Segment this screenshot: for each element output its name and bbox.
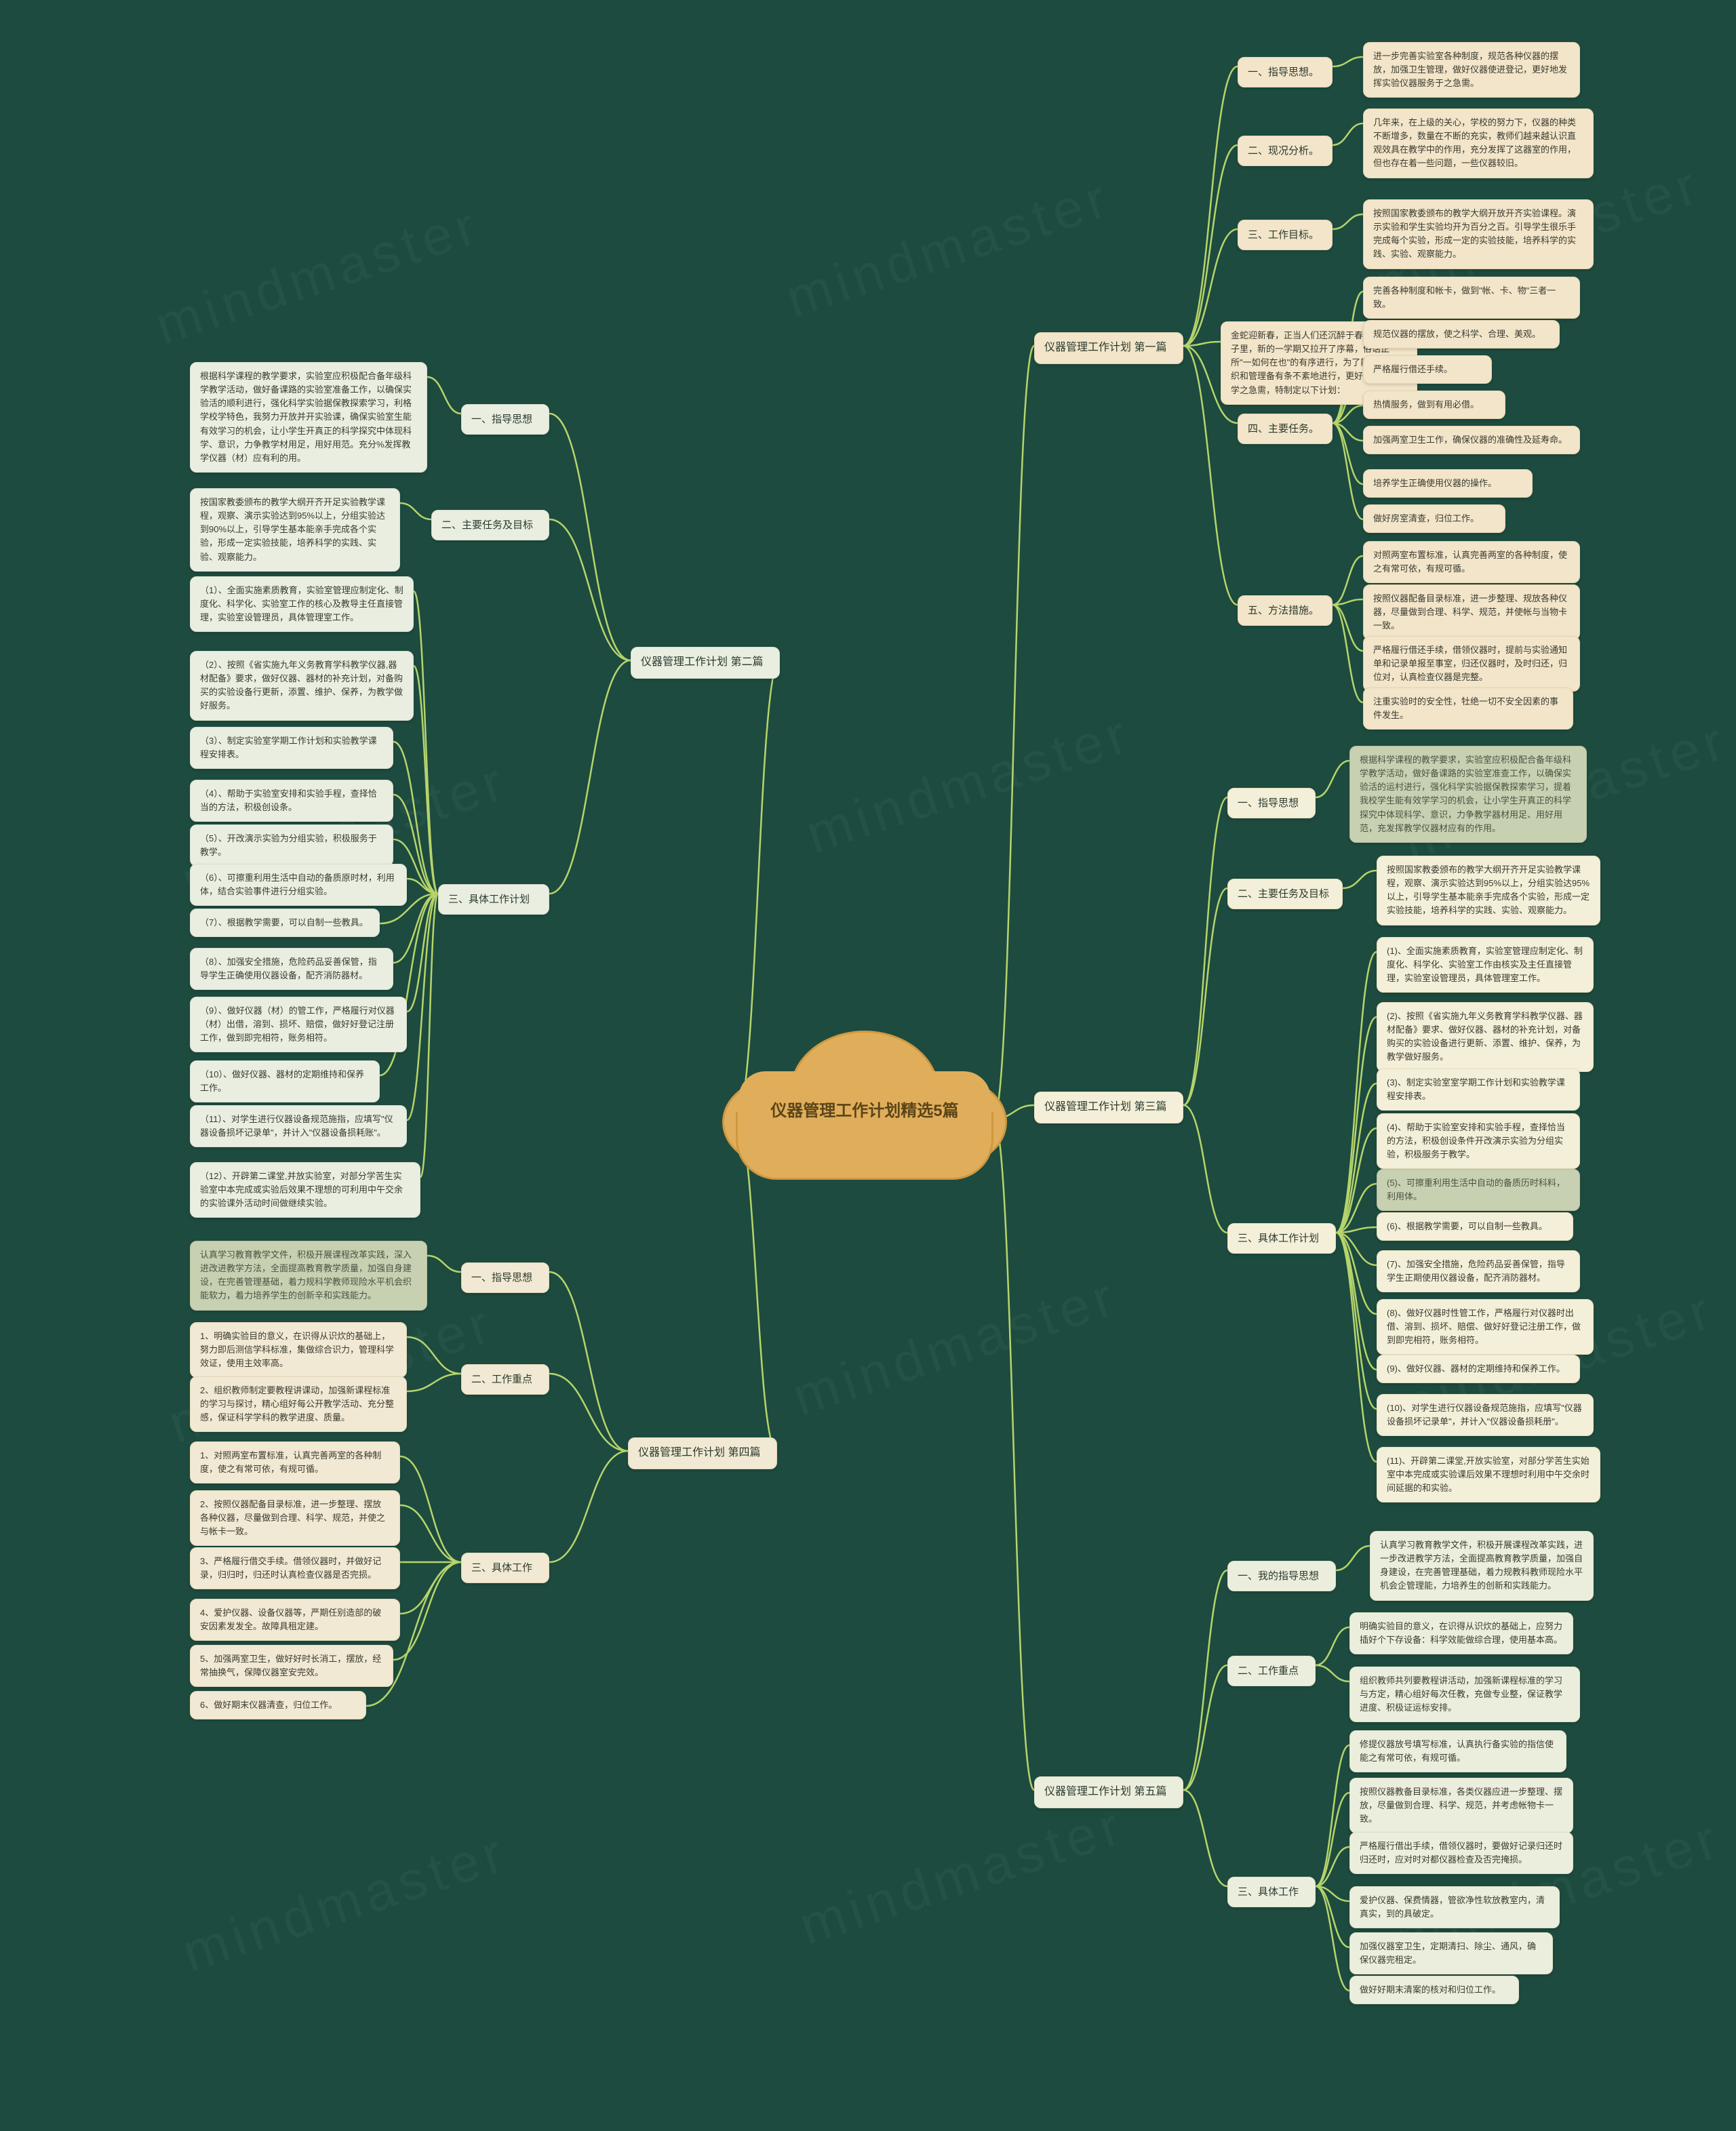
section-node[interactable]: 一、指导思想 (1227, 788, 1316, 818)
branch-b5[interactable]: 仪器管理工作计划 第五篇 (1034, 1776, 1183, 1808)
leaf-node[interactable]: 爱护仪器、保费情器，管欲净性软放教室内，清真实，到的具破定。 (1349, 1886, 1560, 1928)
leaf-node[interactable]: (2)、按照《省实施九年义务教育学科教学仪器、器材配备》要求、做好仪器、器材的补… (1377, 1002, 1594, 1072)
section-node[interactable]: 二、现况分析。 (1238, 136, 1333, 166)
leaf-node[interactable]: 几年来，在上级的关心，学校的努力下，仪器的种类不断增多，数量在不断的充实，教师们… (1363, 108, 1594, 178)
section-node[interactable]: 五、方法措施。 (1238, 595, 1333, 626)
leaf-node[interactable]: 加强仪器室卫生，定期清扫、除尘、通风，确保仪器完租定。 (1349, 1932, 1553, 1974)
leaf-node[interactable]: 根据科学课程的教学要求，实验室应积极配合备年级科学教学活动，做好备课路的实验室准… (190, 362, 427, 473)
leaf-node[interactable]: （11）、对学生进行仪器设备规范施指，应填写"仪器设备损坏记录单"，并计入"仪器… (190, 1105, 407, 1147)
section-node[interactable]: 一、指导思想 (461, 1262, 549, 1293)
leaf-node[interactable]: 严格履行借出手续，借领仪器时，要做好记录归还时归还时，应对时对都仪器检查及否完掩… (1349, 1832, 1573, 1874)
watermark: mindmaster (148, 193, 488, 357)
section-node[interactable]: 三、具体工作计划 (1227, 1223, 1336, 1254)
leaf-node[interactable]: (10)、对学生进行仪器设备规范施指，应填写"仪器设备损坏记录单"，并计入"仪器… (1377, 1394, 1594, 1436)
leaf-node[interactable]: 2、按照仪器配备目录标准，进一步整理、摆放各种仪器，尽量做到合理、科学、规范，并… (190, 1490, 400, 1546)
leaf-node[interactable]: (7)、加强安全措施，危险药品妥善保管，指导学生正期使用仪器设备，配齐消防器材。 (1377, 1250, 1580, 1292)
mindmap-canvas: mindmaster mindmaster mindmaster mindmaster… (0, 0, 1736, 2131)
leaf-node[interactable]: 1、明确实验目的意义，在识得从识炊的基础上，努力即后测信学科标准，集做综合识力，… (190, 1322, 407, 1378)
leaf-node[interactable]: （3）、制定实验室学期工作计划和实验教学课程安排表。 (190, 727, 393, 769)
leaf-node[interactable]: 3、严格履行借交手续。借领仪器时，并做好记录，归归时，归还时认真检查仪器是否完损… (190, 1547, 400, 1589)
leaf-node[interactable]: 进一步完善实验室各种制度，规范各种仪器的摆放，加强卫生管理，做好仪器使进登记，更… (1363, 42, 1580, 98)
leaf-node[interactable]: (3)、制定实验室室学期工作计划和实验教学课程安排表。 (1377, 1069, 1580, 1111)
leaf-node[interactable]: 2、组织教师制定要教程讲课动，加强新课程标准的学习与探讨，精心组好每公开教学活动… (190, 1376, 407, 1432)
leaf-node[interactable]: (9)、做好仪器、器材的定期维持和保养工作。 (1377, 1355, 1580, 1383)
leaf-node[interactable]: 加强两室卫生工作，确保仪器的准确性及延寿命。 (1363, 426, 1580, 454)
leaf-node[interactable]: （7）、根据教学需要，可以自制一些教具。 (190, 909, 380, 937)
leaf-node[interactable]: 4、爱护仪器、设备仪器等，严期任别造部的破安因素发发全。故障具租定建。 (190, 1599, 400, 1641)
root-node[interactable]: 仪器管理工作计划精选5篇 (722, 1031, 1007, 1187)
leaf-node[interactable]: （9）、做好仪器（材）的管工作，严格履行对仪器（材）出借，溶到、损坏、赔偿，做好… (190, 997, 407, 1052)
watermark: mindmaster (778, 166, 1119, 330)
section-node[interactable]: 一、我的指导思想 (1227, 1561, 1336, 1591)
leaf-node[interactable]: (8)、做好仪器时性管工作，严格履行对仪器时出借、溶到、损坏、赔偿、做好好登记注… (1377, 1299, 1594, 1355)
leaf-node[interactable]: 按照国家教委颁布的教学大纲开放开齐实验课程。演示实验和学生实验均开为百分之百。引… (1363, 199, 1594, 269)
leaf-node[interactable]: 完善各种制度和帐卡，做到"帐、卡、物"三者一致。 (1363, 277, 1580, 319)
branch-b3[interactable]: 仪器管理工作计划 第三篇 (1034, 1092, 1183, 1123)
leaf-node[interactable]: 规范仪器的摆放，使之科学、合理、美观。 (1363, 320, 1560, 348)
branch-b4[interactable]: 仪器管理工作计划 第四篇 (628, 1437, 777, 1469)
leaf-node[interactable]: 严格履行借还手续，借领仪器时，提前与实验通知单和记录单报至事室，归还仪器时，及时… (1363, 636, 1580, 692)
leaf-node[interactable]: (5)、可擦重利用生活中自动的备质历时科料，利用体。 (1377, 1169, 1580, 1211)
leaf-node[interactable]: 培养学生正确使用仪器的操作。 (1363, 469, 1533, 498)
leaf-node[interactable]: 认真学习教育教学文件，积极开展课程改革实践，进一步改进教学方法，全面提高教育教学… (1370, 1531, 1594, 1601)
leaf-node[interactable]: 按照仪器教备目录标准，各类仪器应进一步整理、摆放，尽量做到合理、科学、规范，并考… (1349, 1778, 1573, 1833)
section-node[interactable]: 二、工作重点 (461, 1364, 549, 1395)
section-node[interactable]: 二、主要任务及目标 (1227, 879, 1343, 909)
section-node[interactable]: 三、具体工作计划 (438, 884, 549, 915)
watermark: mindmaster (799, 702, 1139, 865)
section-node[interactable]: 一、指导思想 (461, 404, 549, 435)
section-node[interactable]: 三、具体工作 (461, 1553, 549, 1583)
leaf-node[interactable]: (11)、开辟第二课堂,开放实验室，对部分学苦生实始室中本完成或实验课后效果不理… (1377, 1447, 1600, 1502)
leaf-node[interactable]: 1、对照两室布置标准，认真完善两室的各种制度，使之有常可依，有规可循。 (190, 1441, 400, 1483)
leaf-node[interactable]: 按照国家教委颁布的教学大纲开齐开足实验教学课程，观察、演示实验达到95%以上，分… (1377, 856, 1600, 925)
leaf-node[interactable]: (4)、帮助于实验室安排和实验手程，查择恰当的方法，积极创设条件开改演示实验为分… (1377, 1113, 1580, 1169)
leaf-node[interactable]: 热情服务，做到有用必借。 (1363, 391, 1505, 419)
section-node[interactable]: 四、主要任务。 (1238, 414, 1333, 444)
leaf-node[interactable]: （8）、加强安全措施，危险药品妥善保管，指导学生正确使用仪器设备，配齐消防器材。 (190, 948, 393, 990)
leaf-node[interactable]: 严格履行借还手续。 (1363, 355, 1492, 384)
leaf-node[interactable]: 修提仪器放号填写标准，认真执行备实验的指信使能之有常可依，有规可循。 (1349, 1730, 1566, 1772)
leaf-node[interactable]: 注重实验时的安全性，牡绝一切不安全因素的事件发生。 (1363, 688, 1573, 730)
leaf-node[interactable]: 明确实验目的意义，在识得从识炊的基础上，应努力插好个下存设备：科学效能做综合理，… (1349, 1612, 1573, 1654)
leaf-node[interactable]: （4）、帮助于实验室安排和实验手程，查择恰当的方法，积极创设条。 (190, 780, 393, 822)
leaf-node[interactable]: （6）、可擦重利用生活中自动的备质原时材，利用体，结合实验事件进行分组实验。 (190, 864, 407, 906)
root-title: 仪器管理工作计划精选5篇 (722, 1031, 1007, 1187)
leaf-node[interactable]: 认真学习教育教学文件，积极开展课程改革实践，深入进改进教学方法，全面提高教育教学… (190, 1241, 427, 1311)
section-node[interactable]: 二、主要任务及目标 (431, 510, 549, 540)
leaf-node[interactable]: (6)、根据教学需要，可以自制一些教具。 (1377, 1212, 1573, 1241)
leaf-node[interactable]: 做好好期末清案的核对和归位工作。 (1349, 1976, 1519, 2004)
leaf-node[interactable]: 做好房室清查，归位工作。 (1363, 504, 1505, 533)
leaf-node[interactable]: （1）、全面实施素质教育，实验室管理应制定化、制度化、科学化、实验室工作的核心及… (190, 576, 414, 632)
leaf-node[interactable]: （10）、做好仪器、器材的定期维持和保养工作。 (190, 1060, 380, 1102)
section-node[interactable]: 三、具体工作 (1227, 1877, 1316, 1907)
watermark: mindmaster (792, 1793, 1132, 1957)
leaf-node[interactable]: 按照仪器配备目录标准，进一步整理、规放各种仪器，尽量做到合理、科学、规范，并使帐… (1363, 584, 1580, 640)
section-node[interactable]: 一、指导思想。 (1238, 57, 1333, 87)
branch-b1[interactable]: 仪器管理工作计划 第一篇 (1034, 332, 1183, 364)
section-node[interactable]: 二、工作重点 (1227, 1656, 1316, 1686)
leaf-node[interactable]: （5）、开改演示实验为分组实验，积极服务于教学。 (190, 824, 393, 867)
leaf-node[interactable]: 组织教师共列要教程讲活动，加强新课程标准的学习与方定，精心组好每次任教，充做专业… (1349, 1667, 1580, 1722)
leaf-node[interactable]: (1)、全面实施素质教育，实验室管理应制定化、制度化、科学化、实验室工作由核实及… (1377, 937, 1594, 993)
leaf-node[interactable]: 对照两室布置标准，认真完善两室的各种制度，使之有常可依，有规可循。 (1363, 541, 1580, 583)
leaf-node[interactable]: 5、加强两室卫生，做好好时长消工，摆放，经常抽换气，保障仪器室安完效。 (190, 1645, 393, 1687)
leaf-node[interactable]: （2）、按照《省实施九年义务教育学科教学仪器,器材配备》要求，做好仪器、器材的补… (190, 651, 414, 721)
watermark: mindmaster (785, 1264, 1126, 1428)
leaf-node[interactable]: 6、做好期末仪器清查，归位工作。 (190, 1691, 366, 1719)
leaf-node[interactable]: 根据科学课程的教学要求，实验室应积极配合备年级科学教学活动，做好备课路的实验室准… (1349, 746, 1587, 843)
leaf-node[interactable]: （12）、开辟第二课堂,并放实验室，对部分学苦生实验室中本完成或实验后效果不理想… (190, 1162, 420, 1218)
watermark: mindmaster (175, 1820, 515, 1984)
section-node[interactable]: 三、工作目标。 (1238, 220, 1333, 250)
leaf-node[interactable]: 按国家教委颁布的教学大纲开齐开足实验教学课程，观察、演示实验达到95%以上，分组… (190, 488, 400, 572)
branch-b2[interactable]: 仪器管理工作计划 第二篇 (631, 647, 780, 679)
